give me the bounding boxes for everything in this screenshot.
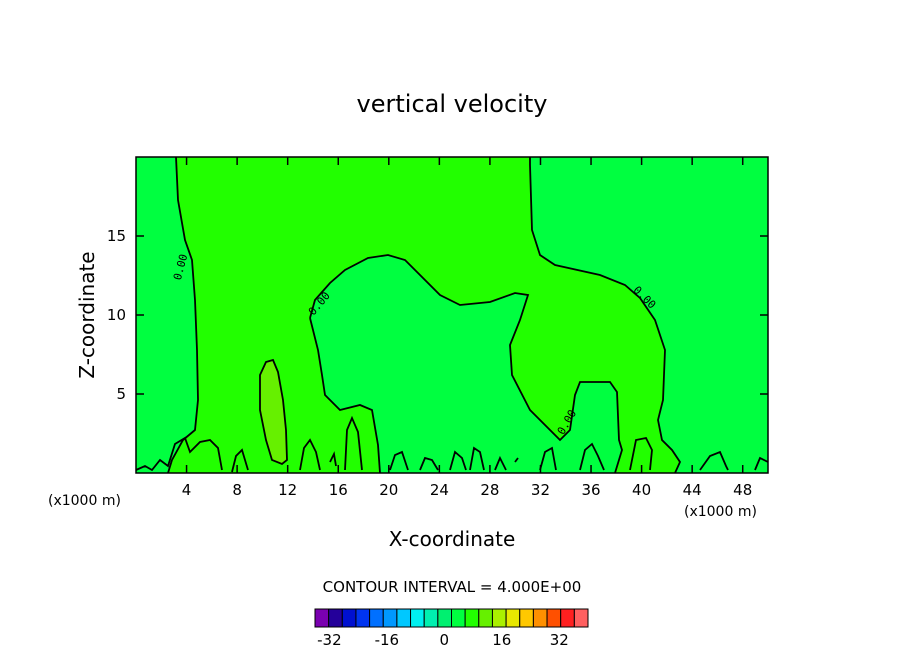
y-tick-label: 10	[107, 306, 126, 324]
colorbar-swatch	[410, 608, 425, 628]
x-unit-note-right: (x1000 m)	[684, 504, 757, 520]
colorbar-swatch	[532, 608, 548, 628]
x-tick-label: 48	[733, 481, 752, 499]
colorbar-swatch	[341, 608, 357, 628]
colorbar-swatch	[396, 608, 412, 628]
colorbar-swatch	[355, 608, 371, 628]
y-axis-label: Z-coordinate	[75, 251, 99, 378]
colorbar-swatch	[478, 608, 493, 628]
colorbar-labels: -32 -16 0 16 32	[317, 631, 569, 649]
x-tick-label: 12	[278, 481, 297, 499]
x-tick-label: 24	[430, 481, 449, 499]
contour-line-center	[309, 254, 623, 474]
x-tick-label: 40	[632, 481, 651, 499]
colorbar-tick-label: 32	[550, 631, 569, 649]
x-tick-label: 16	[329, 481, 348, 499]
colorbar-swatch	[382, 608, 398, 628]
colorbar-swatch	[546, 608, 562, 628]
x-tick-label: 32	[531, 481, 550, 499]
colorbar-tick-label: -32	[317, 631, 342, 649]
colorbar-swatch	[464, 608, 480, 628]
contour-line-hot-patch	[259, 358, 288, 466]
colorbar-tick-label: 0	[440, 631, 450, 649]
chart-title: vertical velocity	[357, 90, 548, 118]
contour-line-center-left	[309, 317, 381, 474]
x-tick-label: 4	[182, 481, 192, 499]
colorbar-swatch	[573, 608, 589, 628]
y-tick-label: 15	[107, 227, 126, 245]
x-tick-labels: 4 8 12 16 20 24 28 32 36 40 44 48	[182, 481, 752, 499]
colorbar-swatch	[423, 608, 439, 628]
x-tick-label: 36	[581, 481, 600, 499]
colorbar-tick-label: 16	[492, 631, 511, 649]
colorbar-swatch	[314, 608, 330, 628]
colorbar-swatch	[437, 608, 453, 628]
plot-area: 0.00 0.00 0.00 0.00 4 8 12 16 20 24 28 32 36 40 44…	[107, 156, 769, 499]
contour-line-right	[529, 157, 682, 474]
colorbar-tick-label: -16	[375, 631, 400, 649]
colorbar-swatch	[560, 608, 575, 628]
x-tick-label: 8	[232, 481, 242, 499]
contour-line-ground-noise	[135, 415, 769, 473]
x-axis-label: X-coordinate	[389, 527, 516, 551]
colorbar-swatch	[519, 608, 534, 628]
zero-contour-lines	[135, 156, 769, 474]
colorbar-swatch	[491, 608, 507, 628]
contour-interval-text: CONTOUR INTERVAL = 4.000E+00	[323, 578, 582, 596]
x-tick-label: 28	[480, 481, 499, 499]
y-tick-labels: 5 10 15	[107, 227, 126, 403]
negative-velocity-regions	[310, 255, 622, 473]
x-unit-note-left: (x1000 m)	[48, 493, 121, 509]
negative-pocket-center	[310, 255, 622, 473]
x-tick-label: 44	[683, 481, 702, 499]
colorbar-swatch	[328, 608, 343, 628]
y-tick-label: 5	[116, 385, 126, 403]
x-tick-label: 20	[379, 481, 398, 499]
colorbar-swatch	[369, 608, 384, 628]
colorbar	[314, 608, 589, 628]
colorbar-swatch	[505, 608, 521, 628]
contour-line-left	[167, 156, 199, 474]
colorbar-swatch	[451, 608, 466, 628]
axis-ticks	[136, 157, 768, 473]
